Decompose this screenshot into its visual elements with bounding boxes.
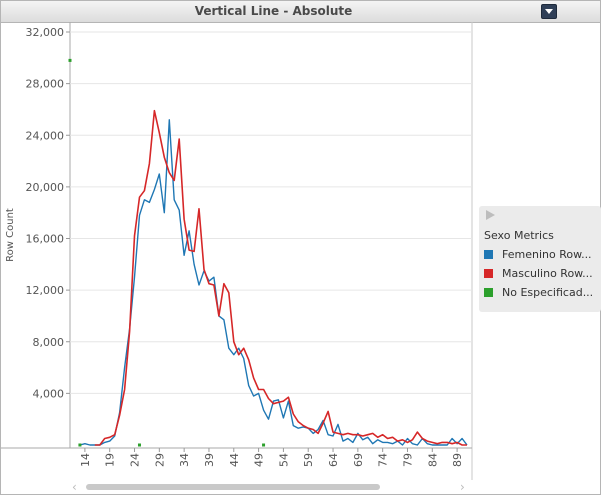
chevron-right-icon[interactable]: › (460, 480, 465, 494)
x-tick-label: 54 (277, 453, 290, 467)
y-tick-label: 8,000 (33, 336, 65, 349)
legend-title: Sexo Metrics (484, 229, 554, 242)
legend-label: No Especificad... (502, 286, 594, 299)
data-point-no-especificado (137, 443, 141, 447)
x-tick-label: 49 (253, 453, 266, 467)
horizontal-scrollbar[interactable]: ‹ › (70, 480, 470, 494)
legend-swatch-icon (484, 269, 493, 278)
x-tick-label: 14 (79, 453, 92, 467)
x-tick-label: 24 (129, 453, 142, 467)
legend-item-masculino[interactable]: Masculino Row... (484, 267, 600, 281)
y-tick-label: 12,000 (26, 284, 65, 297)
chart-title: Vertical Line - Absolute (194, 4, 353, 18)
expand-arrow-icon[interactable] (486, 210, 495, 220)
data-point-no-especificado (78, 443, 82, 447)
x-tick-label: 64 (327, 453, 340, 467)
x-tick-label: 79 (401, 453, 414, 467)
y-tick-label: 24,000 (26, 129, 65, 142)
legend-swatch-icon (484, 250, 493, 259)
legend-panel: Sexo Metrics Femenino Row... Masculino R… (479, 206, 601, 312)
dropdown-arrow-icon[interactable] (541, 4, 557, 19)
x-tick-label: 39 (203, 453, 216, 467)
x-tick-label: 19 (104, 453, 117, 467)
legend-swatch-icon (484, 288, 493, 297)
chevron-left-icon[interactable]: ‹ (72, 480, 77, 494)
series-line-femenino (79, 119, 468, 446)
y-tick-label: 20,000 (26, 181, 65, 194)
x-tick-label: 34 (178, 453, 191, 467)
y-tick-label: 32,000 (26, 26, 65, 39)
y-tick-label: 16,000 (26, 233, 65, 246)
legend-item-no-especificado[interactable]: No Especificad... (484, 286, 600, 300)
data-point-no-especificado (68, 58, 72, 62)
title-bar: Vertical Line - Absolute (1, 1, 600, 23)
legend-item-femenino[interactable]: Femenino Row... (484, 248, 600, 262)
data-point-no-especificado (262, 443, 266, 447)
x-tick-label: 89 (451, 453, 464, 467)
y-axis-title: Row Count (5, 208, 16, 262)
x-tick-label: 69 (352, 453, 365, 467)
x-tick-label: 74 (377, 453, 390, 467)
x-tick-label: 29 (153, 453, 166, 467)
legend-label: Masculino Row... (502, 267, 593, 280)
scrollbar-thumb[interactable] (86, 484, 380, 490)
series-line-masculino (94, 109, 467, 446)
x-tick-label: 44 (228, 453, 241, 467)
x-tick-label: 84 (426, 453, 439, 467)
y-tick-label: 4,000 (33, 387, 65, 400)
legend-label: Femenino Row... (502, 248, 592, 261)
y-tick-label: 28,000 (26, 78, 65, 91)
x-tick-label: 59 (302, 453, 315, 467)
